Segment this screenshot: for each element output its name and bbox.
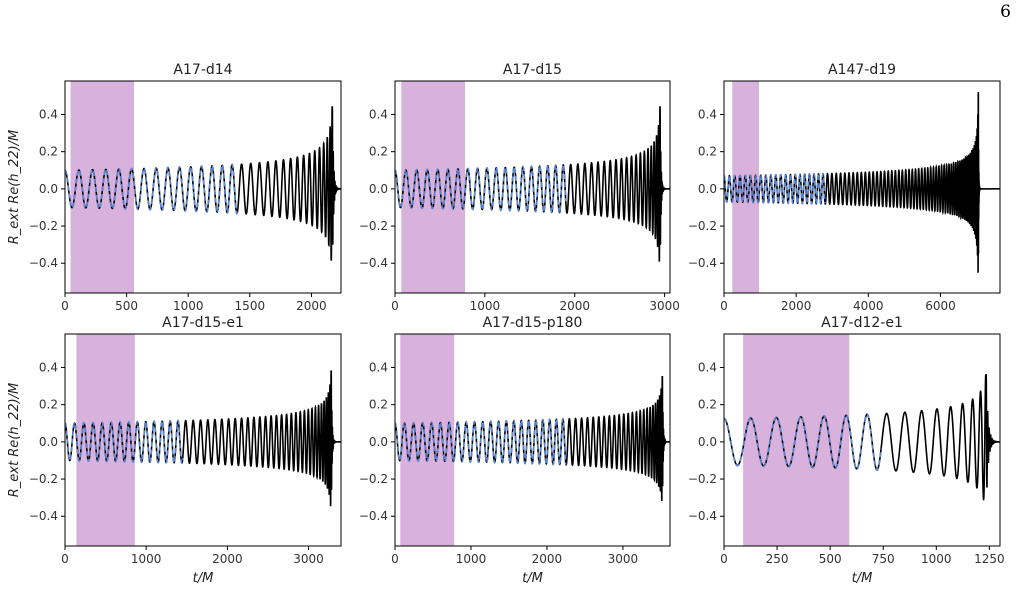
y-tick-label: −0.4 [359, 256, 388, 270]
x-tick-label: 2000 [296, 299, 327, 313]
x-tick-label: 3000 [293, 552, 324, 566]
panel-title: A147-d19 [828, 62, 896, 78]
y-tick-label: 0.0 [698, 435, 717, 449]
y-axis-label: R_ext Re(h_22)/M [7, 383, 22, 498]
x-tick-label: 1000 [470, 299, 501, 313]
panel-title: A17-d15 [503, 62, 562, 78]
x-axis-label: t/M [852, 571, 873, 586]
x-tick-label: 0 [720, 552, 728, 566]
x-tick-label: 0 [61, 299, 69, 313]
y-tick-label: 0.4 [698, 107, 717, 121]
y-tick-label: −0.2 [688, 472, 717, 486]
x-tick-label: 1000 [173, 299, 204, 313]
x-tick-label: 1000 [456, 552, 487, 566]
x-tick-label: 2000 [212, 552, 243, 566]
x-tick-label: 750 [872, 552, 895, 566]
x-tick-label: 500 [819, 552, 842, 566]
panel-title: A17-d15-p180 [483, 315, 583, 331]
x-tick-label: 2000 [559, 299, 590, 313]
y-tick-label: −0.4 [688, 509, 717, 523]
page-number: 6 [1000, 2, 1011, 22]
panel-4: −0.4 −0.2 0.0 0.2 0.4 0 1000 2000 3000 A17-d15-e1… [7, 315, 342, 586]
x-tick-label: 0 [391, 299, 399, 313]
x-tick-label: 2000 [781, 299, 812, 313]
panel-1: −0.4 −0.2 0.0 0.2 0.4 0 500 1000 1500 2000 A17-d14… [7, 62, 342, 313]
panel-title: A17-d14 [173, 62, 232, 78]
series-model [65, 163, 239, 215]
x-tick-label: 250 [766, 552, 789, 566]
x-axis-label: t/M [522, 571, 543, 586]
x-tick-label: 1000 [131, 552, 162, 566]
series-model [724, 172, 826, 205]
y-tick-label: 0.0 [369, 182, 388, 196]
x-tick-label: 1000 [921, 552, 952, 566]
series-model [65, 419, 184, 465]
x-tick-label: 0 [720, 299, 728, 313]
axes-frame [64, 333, 342, 547]
shaded-window [401, 81, 466, 293]
x-axis-label: t/M [193, 571, 214, 586]
axes-frame [394, 333, 671, 547]
x-tick-label: 3000 [608, 552, 639, 566]
series-model [395, 163, 567, 214]
y-tick-label: 0.4 [39, 107, 58, 121]
y-tick-label: 0.4 [369, 107, 388, 121]
y-tick-label: −0.2 [688, 219, 717, 233]
x-tick-label: 1250 [974, 552, 1005, 566]
y-tick-label: −0.2 [29, 472, 58, 486]
shaded-window [400, 334, 455, 546]
x-tick-label: 0 [61, 552, 69, 566]
y-tick-label: 0.0 [698, 182, 717, 196]
y-tick-label: 0.2 [698, 145, 717, 159]
x-tick-label: 4000 [853, 299, 884, 313]
series-numerical [395, 375, 670, 502]
y-tick-label: 0.2 [369, 145, 388, 159]
panel-6: −0.4 −0.2 0.0 0.2 0.4 0 250 500 750 1000 1250 A17-d… [688, 315, 1005, 586]
y-tick-label: −0.4 [29, 509, 58, 523]
axes-frame [394, 80, 671, 294]
panel-5: −0.4 −0.2 0.0 0.2 0.4 0 1000 2000 3000 A17-d15-p1… [359, 315, 671, 586]
panel-title: A17-d15-e1 [162, 315, 244, 331]
y-tick-label: 0.0 [369, 435, 388, 449]
y-tick-label: 0.0 [39, 435, 58, 449]
y-tick-label: 0.4 [698, 360, 717, 374]
x-tick-label: 0 [391, 552, 399, 566]
series-model [395, 417, 567, 466]
y-tick-label: 0.2 [39, 398, 58, 412]
y-tick-label: −0.2 [29, 219, 58, 233]
axes-frame [723, 333, 1001, 547]
y-tick-label: 0.2 [39, 145, 58, 159]
x-tick-label: 3000 [649, 299, 680, 313]
x-tick-label: 500 [115, 299, 138, 313]
axes-frame [723, 80, 1001, 294]
y-axis-label: R_ext Re(h_22)/M [7, 130, 22, 245]
series-model [724, 413, 882, 472]
y-tick-label: 0.2 [698, 398, 717, 412]
panel-2: −0.4 −0.2 0.0 0.2 0.4 0 1000 2000 3000 A17-d15 [359, 62, 680, 313]
y-tick-label: 0.0 [39, 182, 58, 196]
y-tick-label: −0.2 [359, 219, 388, 233]
y-tick-label: 0.2 [369, 398, 388, 412]
x-tick-label: 1500 [235, 299, 266, 313]
y-tick-label: −0.4 [29, 256, 58, 270]
axes-frame [64, 80, 342, 294]
y-tick-label: 0.4 [39, 360, 58, 374]
y-tick-label: 0.4 [369, 360, 388, 374]
y-tick-label: −0.4 [688, 256, 717, 270]
y-tick-label: −0.4 [359, 509, 388, 523]
panel-title: A17-d12-e1 [821, 315, 903, 331]
panel-3: −0.4 −0.2 0.0 0.2 0.4 0 2000 4000 6000 A147-d19 [688, 62, 1001, 313]
shaded-window [743, 334, 850, 546]
x-tick-label: 2000 [532, 552, 563, 566]
x-tick-label: 6000 [925, 299, 956, 313]
y-tick-label: −0.2 [359, 472, 388, 486]
